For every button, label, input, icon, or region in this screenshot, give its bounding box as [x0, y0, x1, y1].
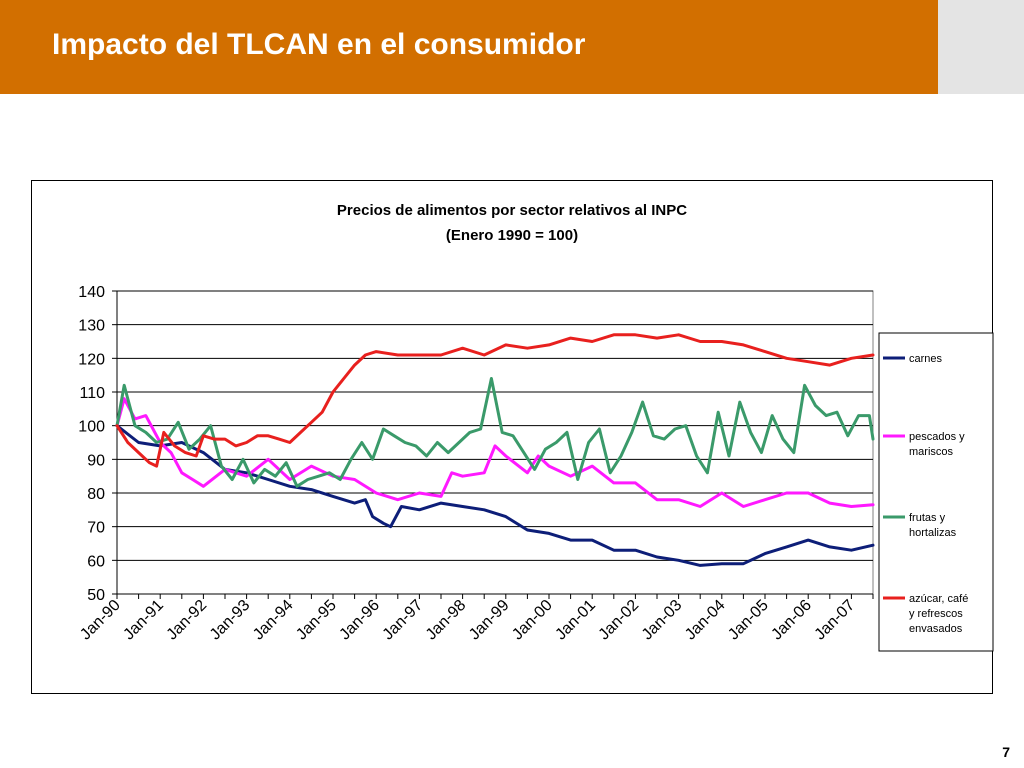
x-tick-label: Jan-00 [509, 597, 556, 644]
chart-subtitle: (Enero 1990 = 100) [446, 227, 578, 244]
x-tick-label: Jan-06 [768, 597, 815, 644]
x-tick-label: Jan-07 [812, 597, 859, 644]
x-tick-label: Jan-96 [336, 597, 383, 644]
legend: carnes pescados y mariscos frutas y hortaliz… [878, 332, 994, 652]
page-number: 7 [1002, 744, 1010, 760]
x-tick-label: Jan-99 [466, 597, 513, 644]
series-line-1 [115, 397, 875, 508]
chart-frame: Precios de alimentos por sector relativo… [31, 180, 994, 694]
y-tick-label: 60 [87, 553, 105, 570]
x-tick-label: Jan-95 [293, 597, 340, 644]
x-tick-label: Jan-94 [250, 597, 297, 644]
y-tick-label: 100 [78, 419, 105, 436]
x-tick-label: Jan-03 [639, 597, 686, 644]
y-tick-label: 120 [78, 351, 105, 368]
chart-title: Precios de alimentos por sector relativo… [337, 202, 687, 219]
series-line-3 [115, 333, 875, 468]
x-tick-label: Jan-98 [423, 597, 470, 644]
x-tick-label: Jan-04 [682, 597, 729, 644]
y-tick-label: 110 [79, 385, 105, 402]
y-tick-label: 90 [87, 452, 105, 469]
header-side-panel [938, 0, 1024, 94]
legend-label-1: pescados y mariscos [909, 431, 965, 458]
x-tick-label: Jan-93 [207, 597, 254, 644]
x-tick-label: Jan-02 [596, 597, 643, 644]
series-lines [115, 333, 875, 567]
x-tick-label: Jan-92 [164, 597, 211, 644]
y-tick-label: 130 [78, 318, 105, 335]
x-tick-label: Jan-97 [380, 597, 427, 644]
y-tick-label: 140 [78, 284, 105, 301]
series-line-2 [115, 377, 875, 488]
slide-title: Impacto del TLCAN en el consumidor [52, 28, 586, 61]
y-tick-label: 70 [87, 520, 105, 537]
legend-label-3: azúcar, café y refrescos envasados [909, 593, 968, 635]
line-chart: Precios de alimentos por sector relativo… [77, 202, 994, 652]
legend-label-2: frutas y hortalizas [909, 512, 957, 539]
y-tick-label: 80 [87, 486, 105, 503]
x-tick-label: Jan-01 [552, 597, 599, 644]
legend-label-0: carnes [909, 353, 943, 365]
x-tick-label: Jan-91 [120, 597, 167, 644]
header-bar [0, 0, 938, 94]
series-line-0 [115, 424, 875, 567]
y-tick-label: 50 [87, 587, 105, 604]
axes: 5060708090100110120130140Jan-90Jan-91Jan… [77, 284, 874, 644]
x-tick-label: Jan-05 [725, 597, 772, 644]
